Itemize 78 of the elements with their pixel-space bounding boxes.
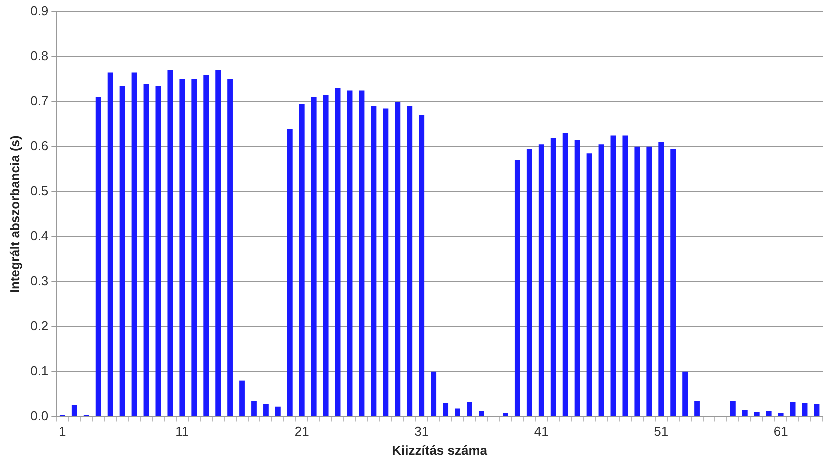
bar [156,86,162,416]
bar [514,160,520,416]
y-tick-label: 0.4 [30,228,49,244]
bar [383,108,389,416]
bar [443,403,449,416]
y-tick-label: 0.2 [30,318,49,334]
bar [814,404,820,416]
bar [574,140,580,416]
bar [216,70,222,416]
x-tick-label: 31 [414,424,430,440]
bar [670,149,676,416]
bar [610,136,616,416]
bar [287,128,293,416]
bar [694,401,700,416]
bar [371,106,377,416]
bar [407,106,413,416]
bar [108,72,114,416]
bar [72,406,78,416]
bar [479,411,484,416]
bar [264,404,269,416]
bar [622,136,628,416]
bar [550,138,556,416]
bar [335,88,341,416]
bar [526,149,532,416]
x-axis-title: Kiizzítás száma [392,442,488,458]
bar [742,410,748,416]
bar [204,74,210,416]
x-tick-label: 61 [774,424,788,440]
y-tick-label: 0.6 [30,138,49,154]
bar [323,95,329,416]
bar [634,146,640,416]
bar [455,408,460,416]
x-tick-label: 21 [294,424,310,440]
bar [682,372,688,416]
x-tick-label: 41 [534,424,549,440]
y-tick-label: 0.1 [30,363,49,378]
bar [658,142,664,416]
bar [180,79,186,416]
y-tick-label: 0.3 [30,273,49,288]
y-axis-title: Integrált abszorbancia (s) [7,136,22,294]
bar [275,406,281,416]
y-tick-label: 0.0 [30,408,49,424]
y-tick-label: 0.9 [30,4,49,19]
y-tick-label: 0.7 [30,94,49,109]
y-tick-label: 0.8 [30,48,49,64]
bar [467,402,472,416]
bar [96,97,102,416]
x-tick-label: 11 [176,424,190,440]
bar [503,413,508,416]
x-tick-label: 1 [59,424,66,440]
bar [299,104,305,416]
bar [562,133,568,416]
x-tick-label: 51 [654,424,669,440]
bar [419,115,425,416]
bar [598,144,604,416]
bar [730,401,736,416]
bar [754,412,760,416]
bar [766,411,772,416]
y-tick-label: 0.5 [30,183,49,198]
bar [586,154,592,416]
bar [790,402,796,416]
bar [240,380,245,416]
bar [538,144,544,416]
bar [192,79,198,416]
bar [646,146,652,416]
bar [252,401,257,416]
bar [395,102,401,416]
bar [144,84,150,416]
bar [778,413,784,416]
bar [228,79,233,416]
bar [802,403,808,416]
bar [132,72,138,416]
bar [168,70,174,416]
bar [311,97,317,416]
bar [431,372,437,416]
bar [359,90,365,416]
bar [347,90,353,416]
bar [120,86,126,416]
